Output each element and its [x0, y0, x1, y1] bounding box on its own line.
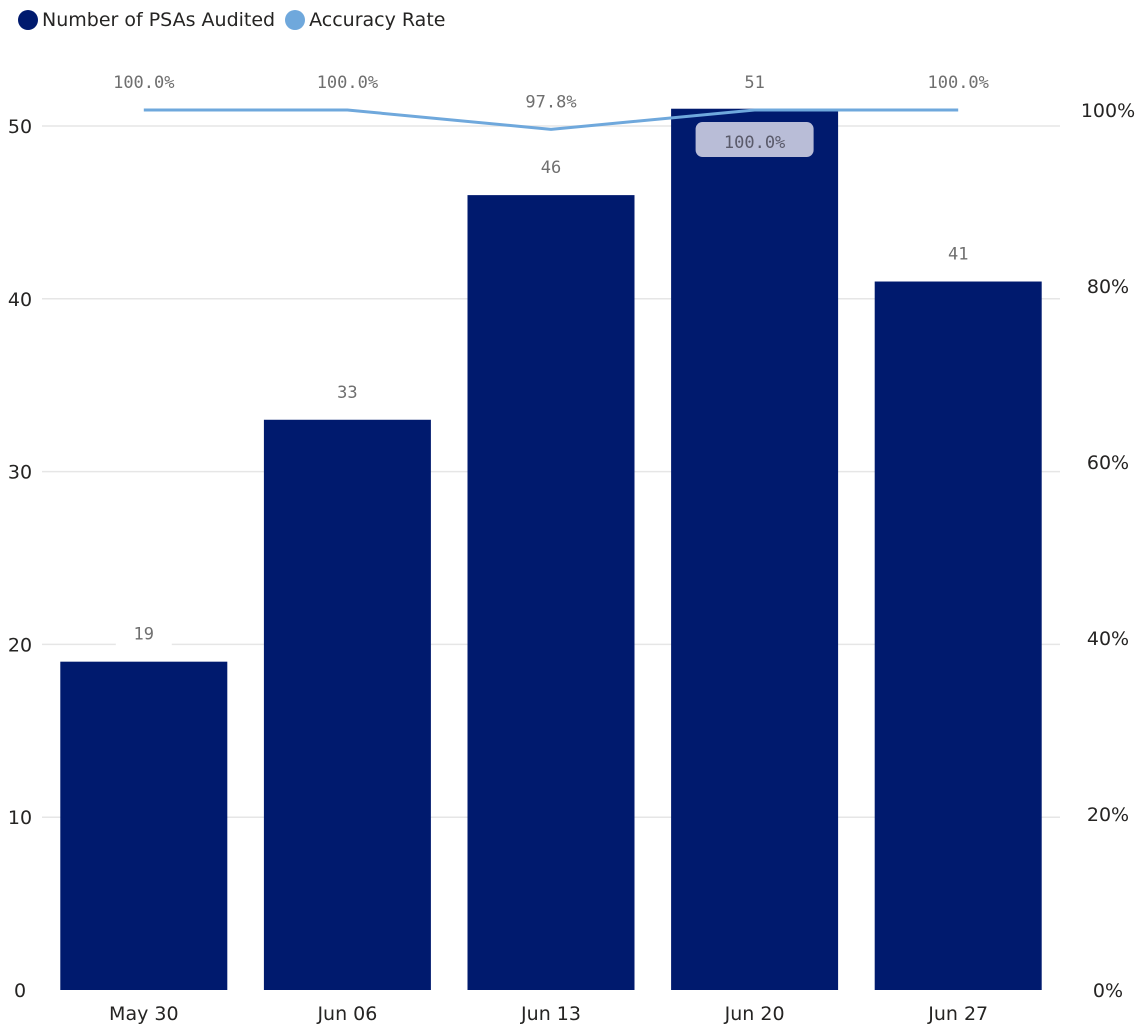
bar: [874, 281, 1042, 990]
x-tick-label: Jun 13: [520, 1003, 581, 1024]
y-left-tick-label: 20: [8, 634, 32, 656]
legend-swatch-psas-audited: [18, 10, 38, 30]
legend-swatch-accuracy-rate: [285, 10, 306, 30]
y-left-tick-label: 30: [8, 462, 32, 484]
bar-data-label: 51: [744, 73, 764, 93]
bar-label-background: [115, 619, 172, 646]
y-right-tick-label: 20%: [1087, 804, 1129, 826]
y-left-tick-label: 10: [8, 807, 32, 829]
legend-label-psas-audited: Number of PSAs Audited: [42, 9, 276, 31]
line-data-label: 97.8%: [525, 92, 576, 112]
bar-data-label: 33: [337, 383, 357, 403]
bar: [263, 419, 431, 990]
y-left-tick-label: 0: [14, 980, 26, 1002]
y-left-tick-label: 50: [8, 116, 32, 138]
x-tick-label: May 30: [109, 1003, 179, 1024]
x-tick-label: Jun 06: [316, 1003, 377, 1024]
y-right-tick-label: 100%: [1081, 100, 1135, 122]
bar: [467, 195, 635, 990]
bar-data-label: 41: [948, 245, 968, 265]
line-data-label: 100.0%: [927, 73, 988, 93]
bar-data-label: 19: [134, 625, 154, 645]
legend-item-accuracy-rate[interactable]: Accuracy Rate: [285, 9, 445, 31]
y-right-tick-label: 40%: [1087, 628, 1129, 650]
line-label-background: [695, 122, 814, 157]
legend-label-accuracy-rate: Accuracy Rate: [309, 9, 446, 31]
y-right-tick-label: 80%: [1087, 276, 1129, 298]
line-data-label: 100.0%: [317, 73, 378, 93]
legend-item-psas-audited[interactable]: Number of PSAs Audited: [18, 9, 275, 31]
line-data-label: 100.0%: [113, 73, 174, 93]
bar-data-label: 46: [541, 158, 561, 178]
y-left-tick-label: 40: [8, 289, 32, 311]
accuracy-rate-line: [143, 108, 959, 131]
y-right-tick-label: 0%: [1093, 980, 1123, 1002]
line-data-label: 100.0%: [724, 133, 785, 153]
x-tick-label: Jun 27: [927, 1003, 988, 1024]
bar: [671, 108, 839, 991]
bar: [60, 661, 228, 990]
chart-legend: Number of PSAs Audited Accuracy Rate: [18, 6, 445, 34]
x-tick-label: Jun 20: [724, 1003, 785, 1024]
y-right-tick-label: 60%: [1087, 452, 1129, 474]
